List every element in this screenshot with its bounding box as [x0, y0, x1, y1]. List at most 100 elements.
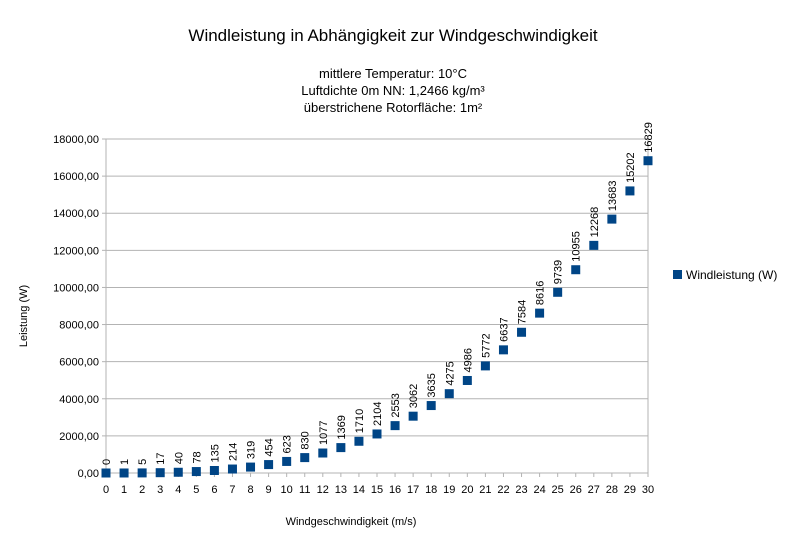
data-label: 7584: [517, 300, 529, 324]
data-point: [264, 460, 274, 470]
x-tick-label: 4: [175, 484, 181, 496]
x-tick-label: 29: [624, 484, 636, 496]
x-tick-label: 13: [335, 484, 347, 496]
x-tick-label: 25: [552, 484, 564, 496]
x-tick-label: 15: [371, 484, 383, 496]
data-point: [191, 467, 201, 477]
x-tick-label: 16: [389, 484, 401, 496]
x-tick-label: 20: [461, 484, 473, 496]
data-point: [498, 345, 508, 355]
data-label: 17: [155, 452, 167, 464]
data-label: 214: [227, 443, 239, 461]
x-tick-label: 1: [121, 484, 127, 496]
data-label: 5: [137, 459, 149, 465]
y-tick-label: 12000,00: [53, 245, 99, 257]
chart-subtitle-line-1: mittlere Temperatur: 10°C: [319, 66, 467, 81]
x-tick-label: 17: [407, 484, 419, 496]
data-label: 2104: [372, 401, 384, 425]
x-tick-label: 26: [570, 484, 582, 496]
grid-lines: [106, 138, 648, 474]
x-tick-label: 2: [139, 484, 145, 496]
x-tick-label: 10: [281, 484, 293, 496]
x-tick-label: 12: [317, 484, 329, 496]
data-label: 623: [282, 435, 294, 453]
data-point: [462, 375, 472, 385]
data-label: 830: [300, 431, 312, 449]
data-point: [426, 401, 436, 411]
x-tick-label: 30: [642, 484, 654, 496]
data-label: 454: [264, 438, 276, 456]
data-point: [173, 467, 183, 477]
data-point: [336, 443, 346, 453]
x-tick-label: 27: [588, 484, 600, 496]
x-axis-label: Windgeschwindigkeit (m/s): [286, 516, 417, 528]
y-tick-label: 10000,00: [53, 282, 99, 294]
y-axis-ticks: 0,00 2000,00 4000,00 6000,00 8000,00 10000,00…: [53, 134, 106, 480]
data-point: [155, 468, 165, 478]
y-tick-label: 0,00: [78, 468, 99, 480]
data-label: 10955: [571, 231, 583, 262]
data-points: [101, 156, 653, 478]
data-point: [209, 465, 219, 475]
data-label: 1077: [318, 421, 330, 445]
x-tick-label: 19: [443, 484, 455, 496]
data-point: [571, 265, 581, 275]
y-tick-label: 6000,00: [59, 357, 99, 369]
x-tick-label: 18: [425, 484, 437, 496]
data-point: [607, 214, 617, 224]
data-label: 78: [191, 451, 203, 463]
y-tick-label: 8000,00: [59, 320, 99, 332]
data-label: 6637: [498, 317, 510, 341]
data-point: [643, 156, 653, 166]
data-label: 13683: [607, 181, 619, 212]
data-point: [246, 462, 256, 472]
data-label: 16829: [643, 122, 655, 153]
legend-label: Windleistung (W): [686, 268, 777, 282]
y-axis-label: Leistung (W): [18, 285, 30, 347]
data-labels: 0 1 5 17 40 78 135 214 319 454 623 830 1077 1369 1710 2…: [101, 122, 655, 465]
data-label: 8616: [535, 281, 547, 305]
x-tick-label: 24: [533, 484, 545, 496]
data-label: 135: [209, 444, 221, 462]
chart-subtitle-line-2: Luftdichte 0m NN: 1,2466 kg/m³: [301, 83, 485, 98]
x-tick-label: 14: [353, 484, 365, 496]
y-tick-label: 16000,00: [53, 171, 99, 183]
data-point: [372, 429, 382, 439]
data-label: 4275: [444, 361, 456, 385]
legend-swatch: [673, 270, 682, 279]
data-point: [137, 468, 147, 478]
data-point: [517, 327, 527, 337]
data-point: [553, 287, 563, 297]
x-tick-label: 8: [247, 484, 253, 496]
data-point: [535, 308, 545, 318]
y-tick-label: 2000,00: [59, 431, 99, 443]
data-point: [589, 240, 599, 250]
data-point: [282, 456, 292, 466]
x-tick-label: 11: [299, 484, 310, 496]
data-label: 2553: [390, 393, 402, 417]
x-tick-label: 9: [266, 484, 272, 496]
data-label: 15202: [625, 152, 637, 183]
data-label: 1369: [336, 415, 348, 439]
data-label: 0: [101, 459, 113, 465]
chart-subtitle-line-3: überstrichene Rotorfläche: 1m²: [304, 100, 483, 115]
y-tick-label: 14000,00: [53, 208, 99, 220]
data-label: 1710: [354, 409, 366, 433]
x-tick-label: 7: [229, 484, 235, 496]
x-tick-label: 21: [479, 484, 491, 496]
data-point: [318, 448, 328, 458]
x-tick-label: 6: [211, 484, 217, 496]
y-tick-label: 4000,00: [59, 394, 99, 406]
data-point: [625, 186, 635, 196]
chart-title: Windleistung in Abhängigkeit zur Windges…: [188, 26, 597, 45]
data-label: 40: [173, 452, 185, 464]
x-tick-label: 3: [157, 484, 163, 496]
legend: Windleistung (W): [673, 268, 777, 282]
x-tick-label: 5: [193, 484, 199, 496]
data-label: 5772: [480, 333, 492, 357]
data-label: 1: [119, 459, 131, 465]
data-point: [390, 421, 400, 431]
x-tick-label: 23: [515, 484, 527, 496]
data-label: 4986: [462, 348, 474, 372]
